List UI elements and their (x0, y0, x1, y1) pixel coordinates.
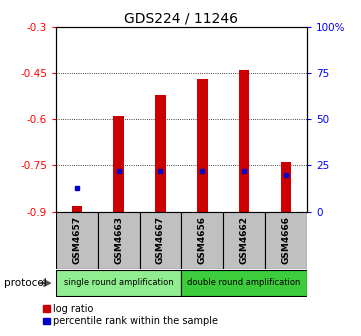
Bar (197, 79, 208, 212)
Bar (181, 270, 307, 296)
Bar (155, 95, 166, 212)
Bar (223, 212, 265, 269)
Text: single round amplification: single round amplification (64, 278, 174, 287)
Bar (98, 212, 140, 269)
Bar (56, 212, 98, 269)
Title: GDS224 / 11246: GDS224 / 11246 (125, 12, 238, 26)
Bar (281, 162, 291, 212)
Bar (71, 206, 82, 212)
Bar (113, 116, 124, 212)
Bar (239, 70, 249, 212)
Bar (181, 212, 223, 269)
Text: GSM4662: GSM4662 (240, 216, 249, 264)
Text: GSM4657: GSM4657 (72, 216, 81, 264)
Text: double round amplification: double round amplification (187, 278, 301, 287)
Text: protocol: protocol (4, 278, 46, 288)
Text: GSM4656: GSM4656 (198, 216, 207, 264)
Bar (140, 212, 181, 269)
Bar (56, 270, 181, 296)
Text: GSM4666: GSM4666 (282, 216, 291, 264)
Legend: log ratio, percentile rank within the sample: log ratio, percentile rank within the sa… (43, 304, 218, 326)
Text: GSM4663: GSM4663 (114, 216, 123, 264)
Text: GSM4667: GSM4667 (156, 216, 165, 264)
Bar (265, 212, 307, 269)
